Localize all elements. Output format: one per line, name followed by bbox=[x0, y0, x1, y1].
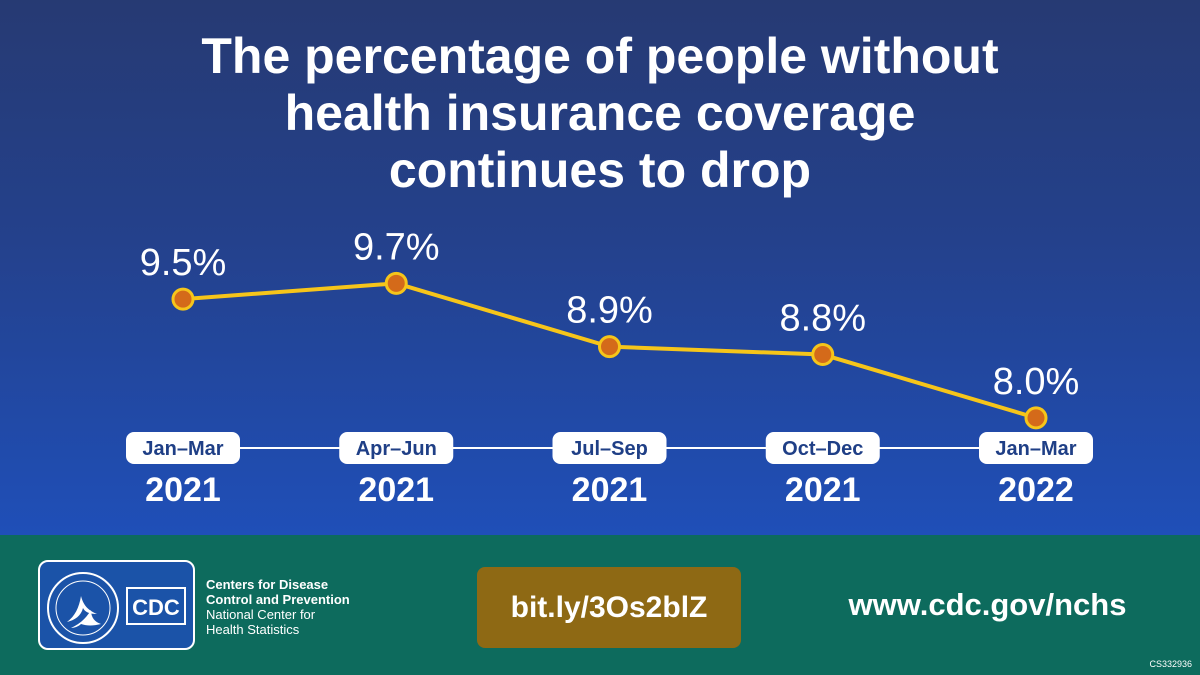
website-link[interactable]: www.cdc.gov/nchs bbox=[848, 587, 1127, 622]
x-tick-label: Apr–Jun bbox=[356, 438, 437, 460]
data-point bbox=[171, 287, 195, 311]
org-line-2: Control and Prevention bbox=[206, 592, 350, 607]
data-label: 9.7% bbox=[353, 226, 440, 268]
x-tick-label: Jan–Mar bbox=[995, 438, 1076, 460]
data-point bbox=[1024, 406, 1048, 430]
x-tick-label: Jan–Mar bbox=[142, 438, 223, 460]
data-label: 8.8% bbox=[779, 298, 866, 340]
x-tick-pill bbox=[765, 432, 880, 464]
x-tick-pill bbox=[339, 432, 454, 464]
chart-panel: The percentage of people without health … bbox=[0, 0, 1200, 535]
footer: CDC Centers for Disease Control and Prev… bbox=[0, 535, 1200, 675]
hhs-cdc-logo: CDC bbox=[38, 560, 195, 650]
data-point bbox=[598, 335, 621, 359]
x-tick-year: 2022 bbox=[998, 471, 1074, 509]
short-link-button[interactable]: bit.ly/3Os2blZ bbox=[477, 567, 741, 648]
cdc-logo-text: CDC bbox=[132, 595, 180, 620]
x-tick-year: 2021 bbox=[358, 471, 434, 509]
data-label: 9.5% bbox=[140, 242, 227, 284]
page-title: The percentage of people without health … bbox=[60, 28, 1140, 199]
x-tick-year: 2021 bbox=[785, 471, 861, 509]
x-tick-pill bbox=[979, 432, 1093, 464]
org-line-3: National Center for bbox=[206, 607, 316, 622]
org-line-4: Health Statistics bbox=[206, 622, 300, 637]
cdc-logo-icon: CDC bbox=[126, 587, 186, 625]
title-line-1: The percentage of people without bbox=[201, 28, 999, 84]
organization-name: Centers for Disease Control and Preventi… bbox=[206, 577, 350, 637]
x-tick-label: Oct–Dec bbox=[782, 438, 863, 460]
hhs-eagle-seal-icon bbox=[47, 572, 119, 644]
x-tick-year: 2021 bbox=[572, 471, 648, 509]
x-tick-pill bbox=[552, 432, 667, 464]
uninsured-line-chart: 9.5% Jan–Mar 2021 9.7% Apr–Jun 2021 8.9% Jul–Se… bbox=[126, 226, 1093, 509]
data-point bbox=[384, 271, 408, 295]
data-point bbox=[811, 343, 835, 367]
title-line-2: health insurance coverage bbox=[284, 85, 916, 141]
data-label: 8.9% bbox=[566, 290, 653, 332]
x-tick-pill bbox=[126, 432, 240, 464]
document-code: CS332936 bbox=[1149, 659, 1192, 669]
x-tick-label: Jul–Sep bbox=[571, 438, 648, 460]
title-line-3: continues to drop bbox=[388, 142, 812, 198]
x-tick-year: 2021 bbox=[145, 471, 221, 509]
data-label: 8.0% bbox=[993, 361, 1080, 403]
org-line-1: Centers for Disease bbox=[206, 577, 329, 592]
